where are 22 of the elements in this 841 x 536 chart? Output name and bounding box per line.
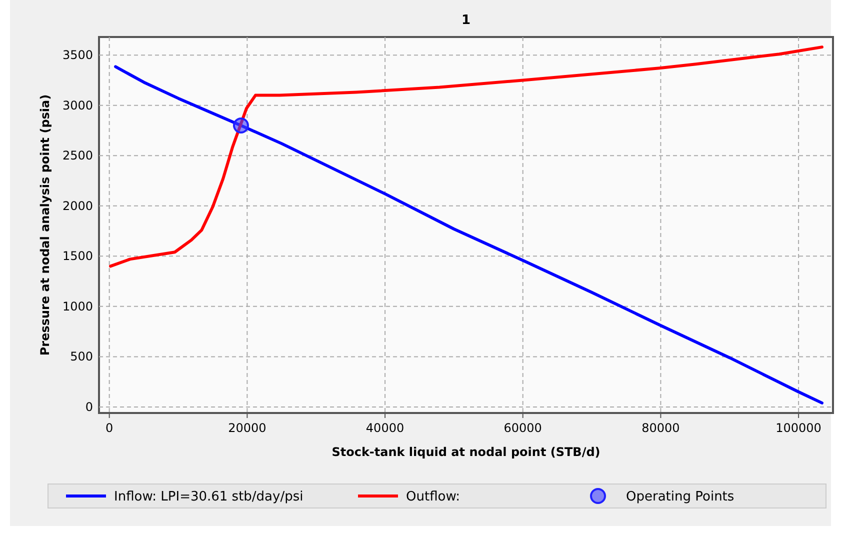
y-tick-label: 2500: [62, 148, 93, 163]
x-tick-label: 0: [106, 421, 114, 435]
line-series: [109, 46, 824, 268]
y-tick-label: 1500: [62, 249, 93, 264]
legend-label: Operating Points: [626, 490, 734, 504]
y-tick-label: 3500: [62, 48, 93, 62]
y-tick-label: 2000: [62, 198, 93, 213]
legend-label: Inflow: LPI=30.61 stb/day/psi: [114, 490, 304, 504]
x-tick-label: 20000: [228, 421, 266, 435]
x-tick-label: 40000: [366, 421, 404, 435]
y-tick-label: 1000: [62, 299, 93, 314]
legend-label: Outflow:: [406, 490, 460, 504]
x-tick-label: 100000: [776, 421, 822, 435]
x-tick-label: 80000: [642, 421, 680, 435]
y-tick-label: 3000: [62, 98, 93, 112]
x-tick-label: 60000: [504, 421, 542, 435]
x-axis-title: Stock-tank liquid at nodal point (STB/d): [332, 445, 600, 459]
y-tick-label: 500: [70, 350, 93, 364]
y-axis-title: Pressure at nodal analysis point (psia): [38, 94, 52, 356]
y-tick-label: 0: [85, 400, 93, 414]
line-series: [114, 65, 824, 404]
chart-title: 1: [461, 13, 471, 28]
